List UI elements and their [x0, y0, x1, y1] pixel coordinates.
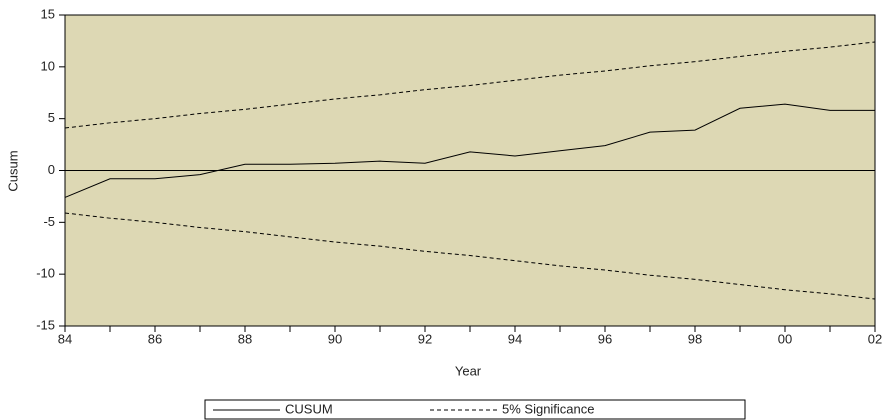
x-tick-label: 88: [238, 331, 252, 346]
x-tick-label: 00: [778, 331, 792, 346]
y-tick-label: 15: [41, 6, 55, 21]
legend-label: CUSUM: [285, 401, 333, 416]
y-tick-label: -15: [36, 317, 55, 332]
series-line: [64, 212, 876, 300]
y-tick-label: 0: [48, 162, 55, 177]
y-tick-label: -5: [43, 214, 55, 229]
y-tick-label: 5: [48, 110, 55, 125]
x-tick-label: 86: [148, 331, 162, 346]
x-tick-label: 94: [508, 331, 522, 346]
x-tick-label: 96: [598, 331, 612, 346]
legend-label: 5% Significance: [502, 401, 595, 416]
y-tick-label: -10: [36, 266, 55, 281]
x-tick-label: 84: [58, 331, 72, 346]
x-axis-label: Year: [455, 363, 482, 378]
series-line: [64, 41, 876, 129]
x-tick-label: 92: [418, 331, 432, 346]
x-tick-label: 02: [868, 331, 882, 346]
y-tick-label: 10: [41, 58, 55, 73]
x-tick-label: 90: [328, 331, 342, 346]
series-line: [64, 103, 875, 198]
x-tick-label: 98: [688, 331, 702, 346]
y-axis-label: Cusum: [5, 150, 20, 191]
